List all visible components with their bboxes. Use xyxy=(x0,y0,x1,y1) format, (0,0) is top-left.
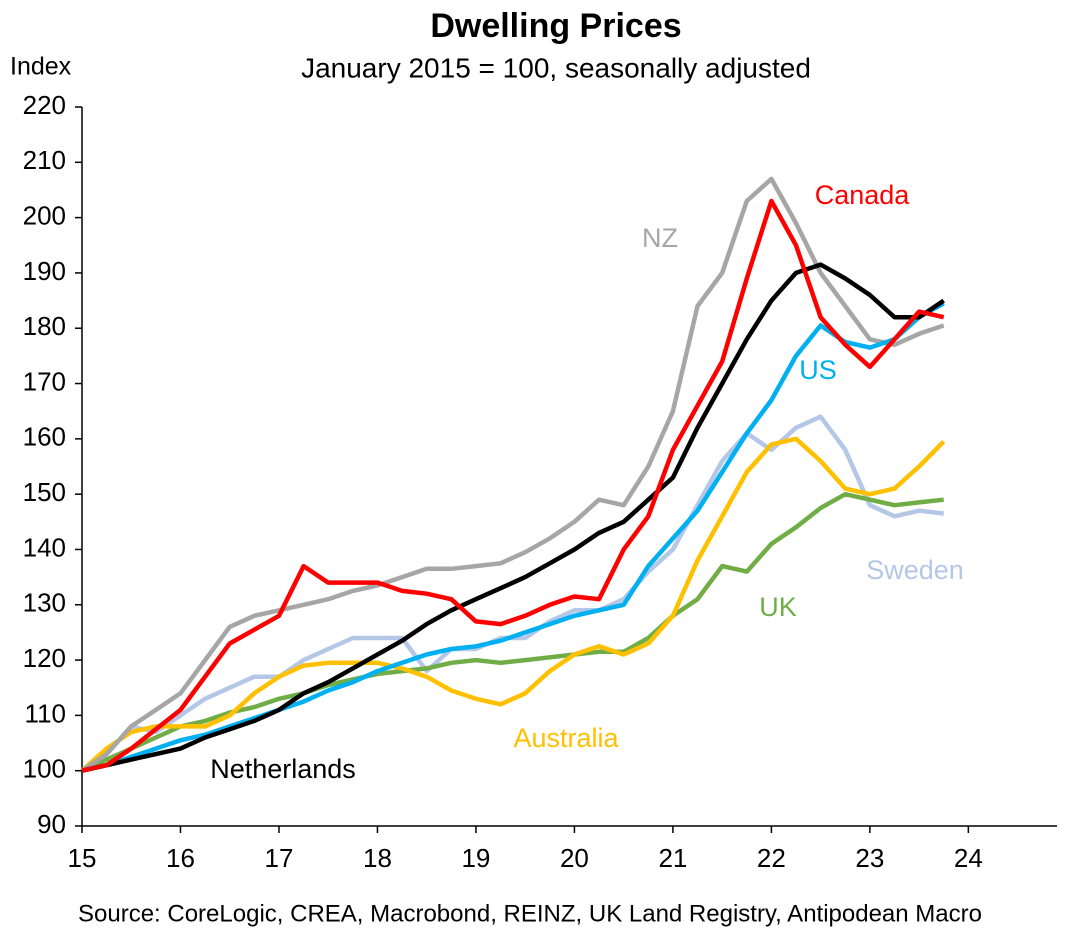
series-label: Australia xyxy=(513,723,619,753)
source: Source: CoreLogic, CREA, Macrobond, REIN… xyxy=(78,900,982,927)
series-label: Canada xyxy=(815,180,911,210)
series-label: NZ xyxy=(642,223,678,253)
series-line xyxy=(81,262,945,773)
x-tick-label: 21 xyxy=(658,843,687,873)
series-line xyxy=(80,436,946,773)
x-tick-label: 16 xyxy=(166,843,195,873)
y-tick-label: 100 xyxy=(23,754,66,784)
y-tick-label: 200 xyxy=(23,200,66,230)
series-line xyxy=(81,198,945,773)
y-axis-label: Index xyxy=(10,53,72,81)
y-tick-label: 190 xyxy=(23,256,66,286)
x-tick-label: 22 xyxy=(757,843,786,873)
x-tick-label: 18 xyxy=(363,843,392,873)
x-tick-label: 17 xyxy=(265,843,294,873)
series-line xyxy=(81,491,944,773)
series-label: Netherlands xyxy=(210,754,356,784)
y-tick-label: 140 xyxy=(23,532,66,562)
x-tick-label: 20 xyxy=(560,843,589,873)
x-tick-label: 15 xyxy=(68,843,97,873)
y-tick-label: 180 xyxy=(23,311,66,341)
x-tick-label: 24 xyxy=(954,843,983,873)
y-tick-label: 150 xyxy=(23,477,66,507)
x-tick-label: 19 xyxy=(461,843,490,873)
y-tick-label: 110 xyxy=(25,698,66,728)
y-tick-label: 220 xyxy=(23,90,66,120)
series-label: Sweden xyxy=(866,555,964,585)
chart-title: Dwelling Prices xyxy=(430,7,681,45)
series-line xyxy=(80,176,945,773)
y-tick-label: 160 xyxy=(23,422,66,452)
series-label: US xyxy=(799,355,837,385)
y-tick-label: 170 xyxy=(23,366,66,396)
series-label: UK xyxy=(759,592,797,622)
y-tick-label: 130 xyxy=(23,588,66,618)
y-tick-label: 90 xyxy=(37,809,66,839)
y-tick-label: 120 xyxy=(23,643,66,673)
x-tick-label: 23 xyxy=(855,843,884,873)
series-line xyxy=(81,301,945,773)
y-tick-label: 210 xyxy=(23,145,66,175)
chart-subtitle: January 2015 = 100, seasonally adjusted xyxy=(301,52,811,83)
